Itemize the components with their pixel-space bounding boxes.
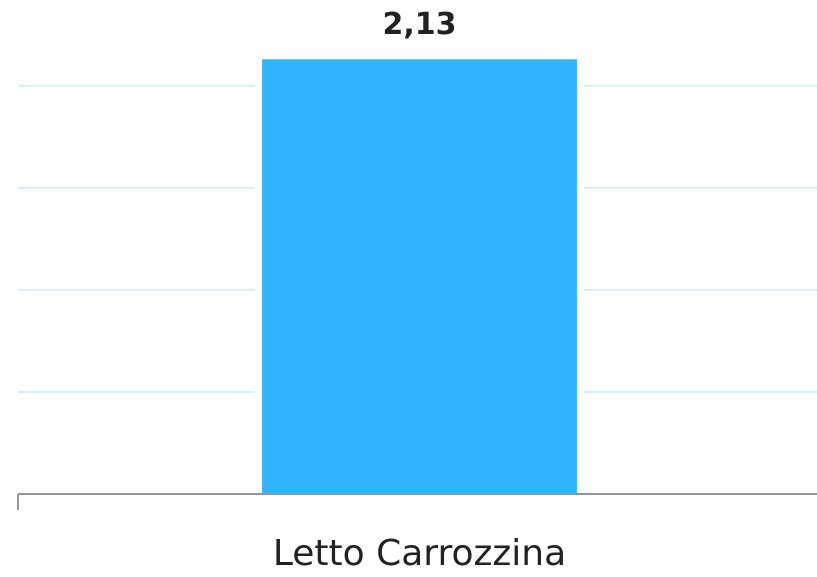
x-tick-label: Letto Carrozzina — [273, 533, 566, 574]
bar — [262, 59, 577, 494]
value-label: 2,13 — [382, 7, 456, 42]
